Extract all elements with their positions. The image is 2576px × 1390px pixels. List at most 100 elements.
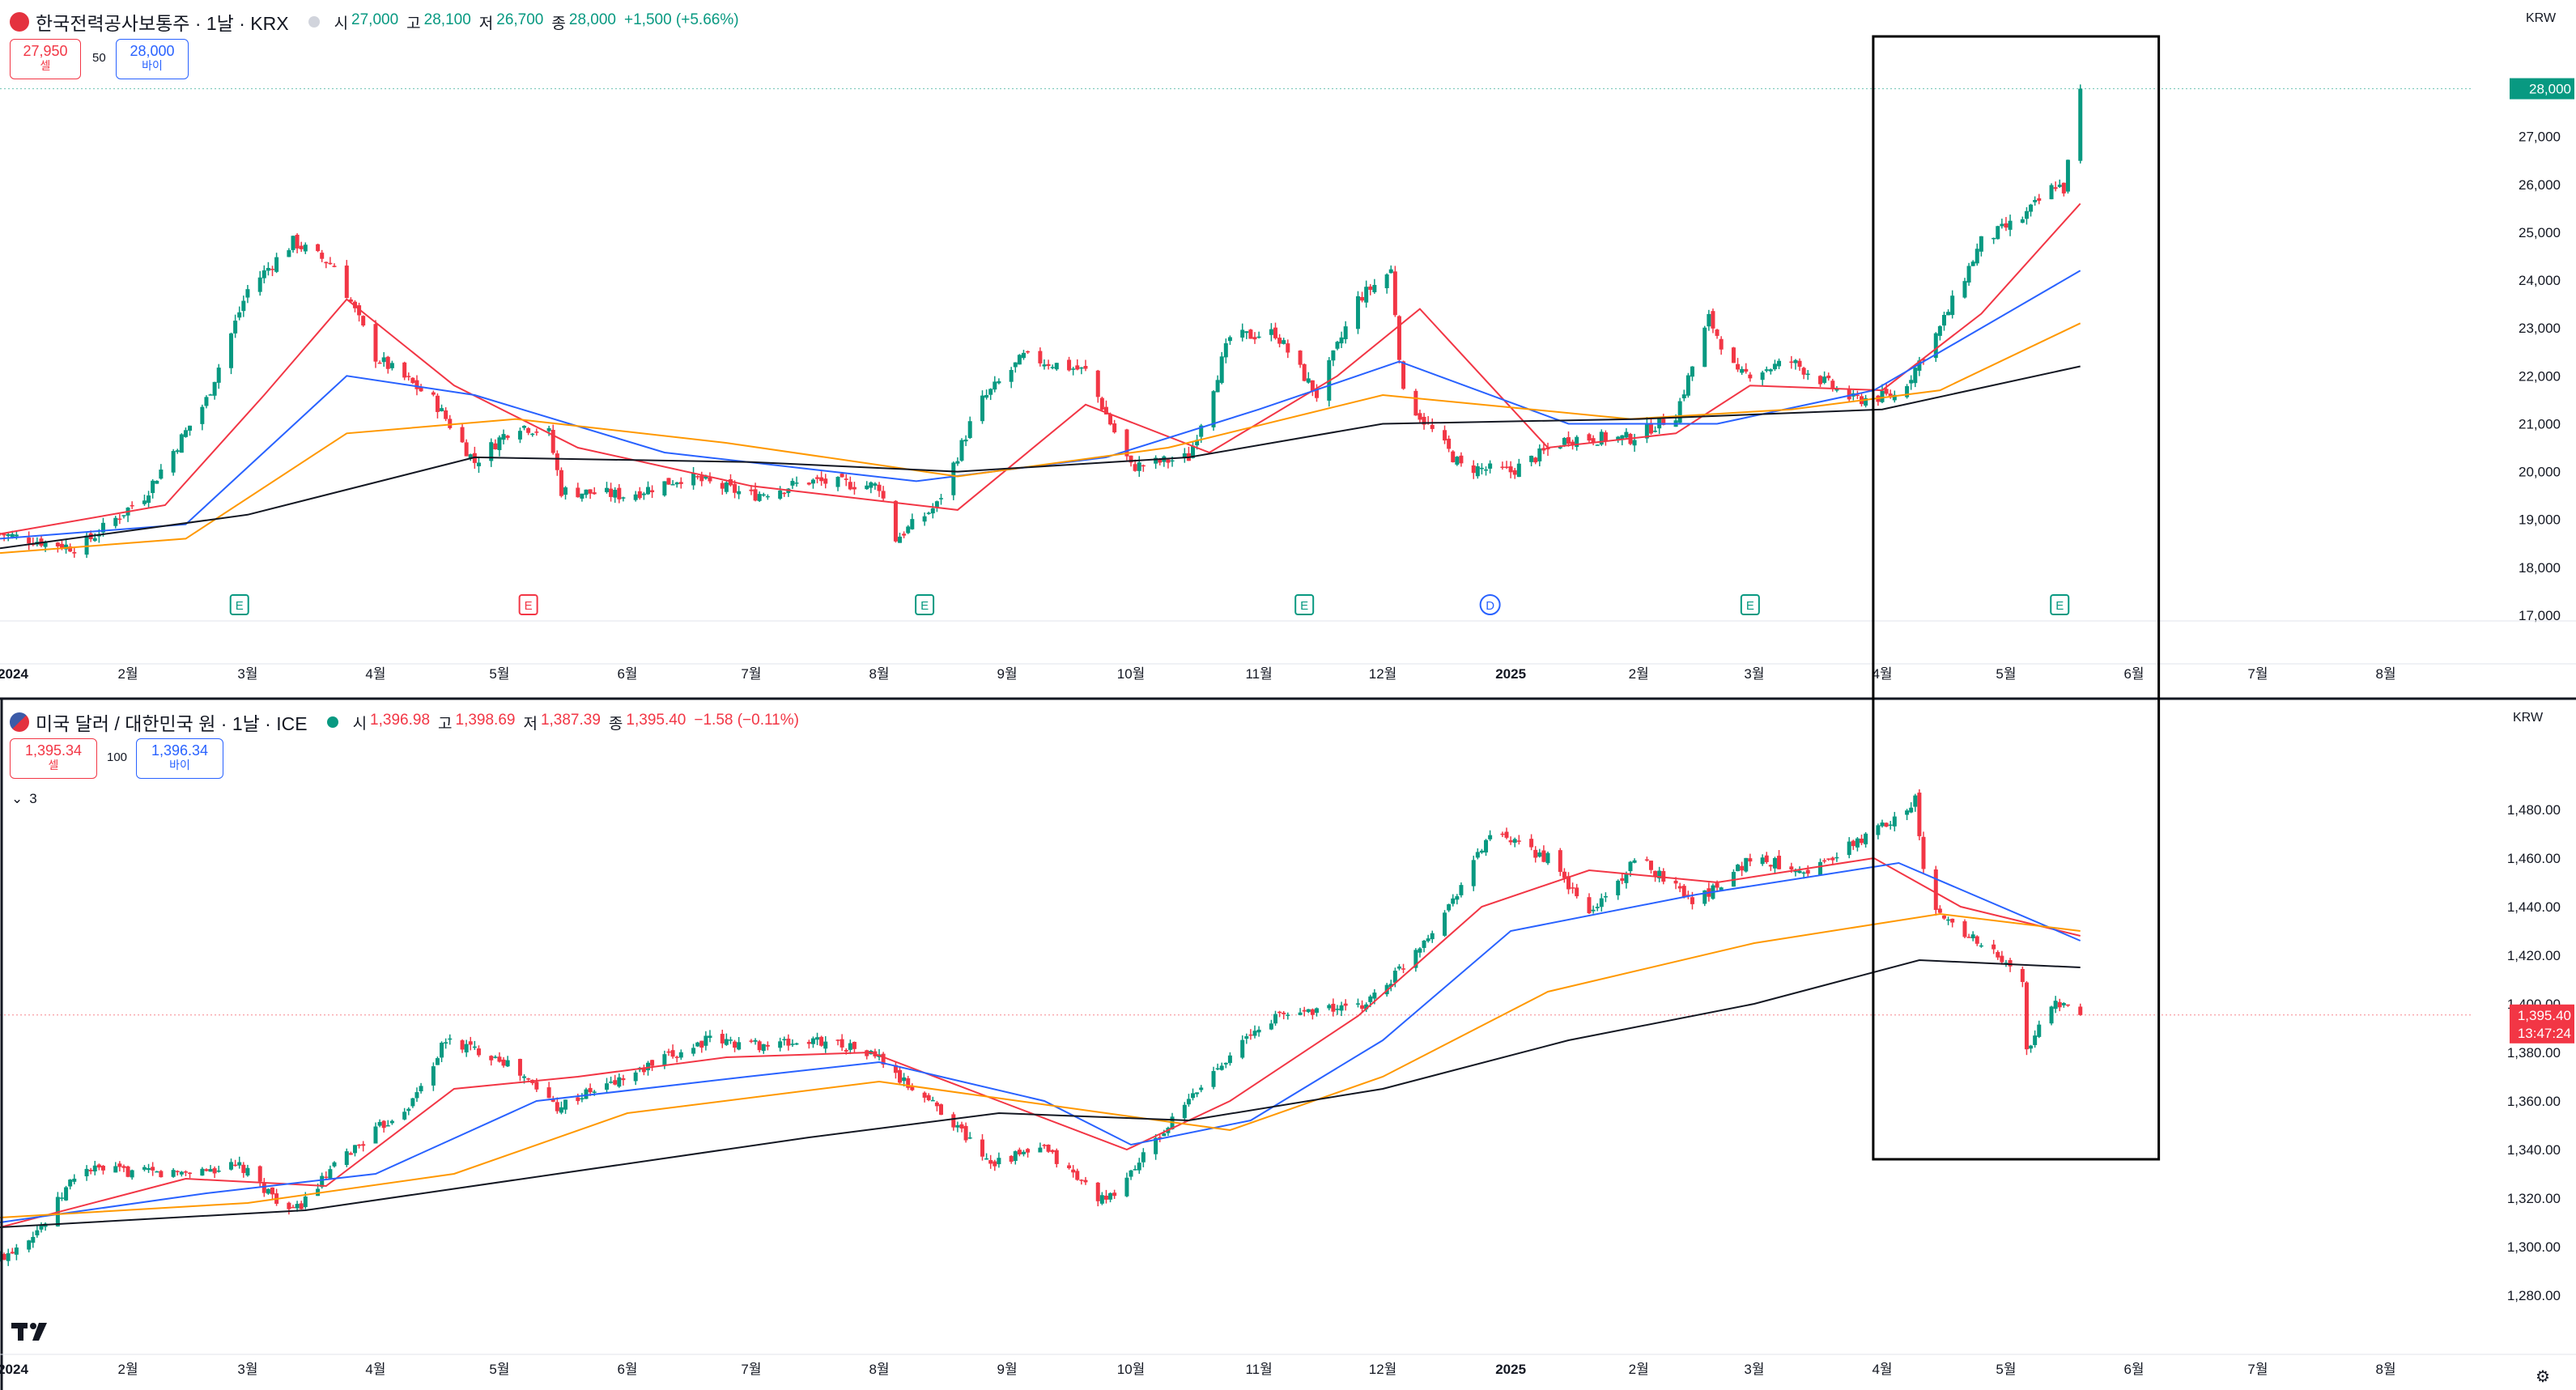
candle-body (208, 394, 213, 396)
candle-body (1137, 1163, 1141, 1171)
countdown-label: 13:47:24 (2518, 1026, 2571, 1041)
candle-body (348, 1153, 353, 1155)
candle-body (257, 1166, 262, 1182)
candle-body (2029, 1045, 2034, 1049)
candle-body (662, 481, 667, 496)
candle-body (1054, 363, 1059, 370)
indicator-toggle[interactable]: ⌄ 3 (11, 791, 37, 807)
moving-average-ma50 (0, 861, 2081, 1223)
candle-body (650, 1060, 655, 1066)
x-tick-label: 3월 (1744, 1362, 1764, 1377)
x-tick-label: 11월 (1245, 666, 1272, 682)
candle-body (1970, 261, 1975, 266)
event-marker-label: E (1746, 599, 1754, 613)
candle-body (179, 1171, 184, 1175)
candle-body (1195, 440, 1200, 446)
candle-body (175, 1171, 180, 1172)
bottom-quantity[interactable]: 100 (107, 750, 128, 764)
candle-body (1388, 269, 1393, 274)
candle-body (819, 477, 824, 482)
y-tick-label: 1,440.00 (2507, 899, 2561, 915)
top-quantity[interactable]: 50 (92, 51, 106, 65)
bottom-symbol-title[interactable]: 미국 달러 / 대한민국 원 · 1날 · ICE (36, 713, 308, 734)
tradingview-logo-icon[interactable] (11, 1320, 55, 1344)
y-tick-label: 1,380.00 (2507, 1045, 2561, 1061)
candle-body (1888, 393, 1893, 398)
candle-body (373, 324, 378, 362)
settings-gear-icon[interactable]: ⚙ (2536, 1368, 2550, 1386)
candle-body (1364, 1004, 1369, 1010)
candle-body (2, 533, 6, 536)
top-symbol-title[interactable]: 한국전력공사보통주 · 1날 · KRX (36, 13, 289, 34)
candle-body (431, 392, 436, 395)
candle-body (984, 1158, 989, 1160)
candle-body (1818, 861, 1823, 876)
earnings-marker-icon (1294, 594, 1315, 615)
candle-body (1558, 447, 1562, 448)
candle-body (1768, 369, 1773, 372)
candle-body (1331, 1003, 1336, 1012)
candle-body (902, 1077, 907, 1082)
candle-body (1484, 840, 1489, 852)
candle-body (2049, 1006, 2054, 1024)
candle-body (257, 277, 262, 292)
x-tick-label: 2024 (0, 666, 28, 682)
candle-body (1141, 1152, 1146, 1163)
candle-body (1488, 463, 1493, 469)
bottom-currency-label[interactable]: KRW (2513, 711, 2544, 725)
candle-body (1186, 1099, 1191, 1105)
candle-body (1343, 1003, 1348, 1006)
candle-body (621, 1078, 626, 1081)
candle-body (59, 1197, 64, 1199)
candle-body (381, 357, 386, 363)
top-buy-button[interactable]: 28,000 바이 (116, 39, 189, 79)
candle-body (1575, 887, 1579, 897)
last-price-badge-label: 1,395.40 (2518, 1008, 2571, 1023)
candle-body (357, 1144, 362, 1146)
candle-body (1736, 363, 1741, 370)
candle-body (332, 266, 337, 267)
candle-body (348, 299, 353, 302)
candle-body (733, 483, 738, 493)
candle-body (869, 482, 874, 488)
candle-body (1805, 869, 1810, 874)
y-tick-label: 19,000 (2519, 512, 2561, 528)
usd-krw-flag-icon (10, 712, 29, 732)
candle-body (352, 1145, 357, 1154)
candle-body (299, 1203, 304, 1209)
candle-body (550, 429, 555, 453)
candle-body (1392, 971, 1397, 983)
x-tick-label: 2월 (1629, 1362, 1649, 1377)
hide-symbol-icon[interactable] (308, 16, 320, 28)
candle-body (1736, 865, 1741, 872)
x-tick-label: 7월 (741, 1362, 761, 1377)
candle-body (1256, 1029, 1261, 1033)
candle-body (522, 425, 527, 428)
candle-body (1475, 852, 1480, 858)
candle-body (1624, 431, 1629, 438)
candle-body (130, 1170, 134, 1178)
candle-body (963, 1125, 968, 1141)
bottom-sell-button[interactable]: 1,395.34 셀 (10, 738, 97, 779)
candle-body (1595, 907, 1600, 908)
candle-body (171, 451, 176, 473)
candle-body (377, 362, 382, 364)
candle-body (840, 1039, 844, 1048)
candle-body (708, 477, 712, 482)
candle-body (1818, 376, 1823, 385)
candle-body (1314, 389, 1319, 398)
bottom-buy-button[interactable]: 1,396.34 바이 (136, 738, 223, 779)
candle-body (1772, 857, 1777, 869)
market-status-icon (326, 716, 338, 728)
candle-body (720, 1034, 725, 1044)
candle-body (361, 1144, 366, 1146)
candle-body (1475, 465, 1480, 477)
candle-body (1905, 385, 1910, 397)
top-sell-button[interactable]: 27,950 셀 (10, 39, 81, 79)
top-currency-label[interactable]: KRW (2526, 11, 2557, 25)
candle-body (959, 1124, 964, 1129)
candle-body (1822, 376, 1827, 383)
candle-body (204, 1169, 209, 1171)
candle-body (183, 430, 188, 437)
